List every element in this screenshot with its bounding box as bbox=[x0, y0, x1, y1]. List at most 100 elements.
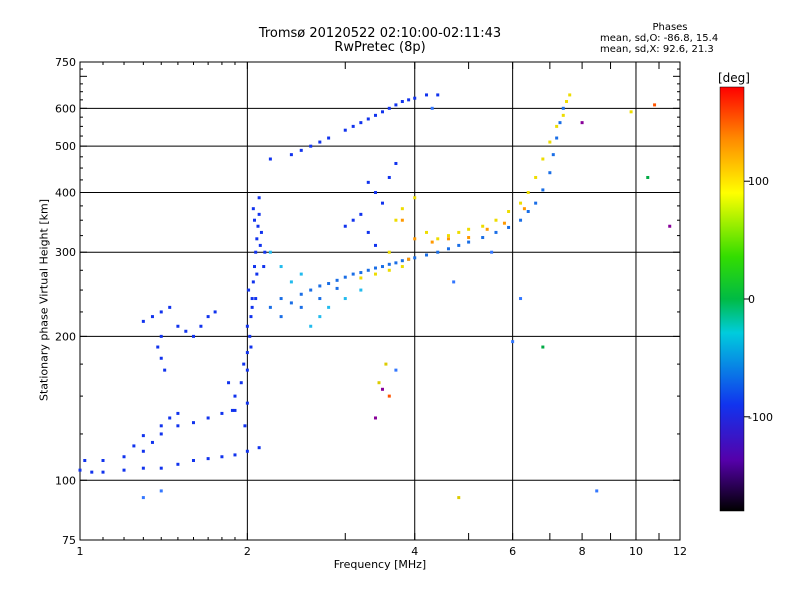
data-point bbox=[259, 230, 263, 234]
data-point bbox=[490, 250, 494, 254]
data-point bbox=[507, 225, 511, 229]
chart-subtitle: RwPretec (8p) bbox=[334, 40, 426, 55]
phase-stats: Phases mean, sd,O: -86.8, 15.4 mean, sd,… bbox=[600, 22, 740, 55]
data-point bbox=[366, 268, 370, 272]
data-point bbox=[534, 201, 538, 205]
colorbar-tick-label: 100 bbox=[748, 175, 769, 188]
data-point bbox=[343, 275, 347, 279]
data-point bbox=[262, 265, 266, 269]
data-point bbox=[359, 212, 363, 216]
data-point bbox=[247, 288, 251, 292]
data-point bbox=[541, 188, 545, 192]
data-point bbox=[220, 411, 224, 415]
data-point bbox=[83, 458, 87, 462]
x-tick-label: 8 bbox=[579, 545, 586, 558]
colorbar bbox=[719, 86, 745, 512]
data-point bbox=[309, 324, 313, 328]
data-point bbox=[268, 250, 272, 254]
data-point bbox=[176, 424, 180, 428]
data-point bbox=[249, 315, 253, 319]
data-point bbox=[430, 240, 434, 244]
data-point bbox=[366, 230, 370, 234]
chart-title: Tromsø 20120522 02:10:00-02:11:43 bbox=[258, 26, 502, 41]
data-point bbox=[526, 190, 530, 194]
data-point bbox=[629, 110, 633, 114]
data-points bbox=[78, 93, 672, 500]
x-tick-label: 4 bbox=[411, 545, 418, 558]
data-point bbox=[245, 401, 249, 405]
data-point bbox=[565, 100, 569, 104]
data-point bbox=[366, 180, 370, 184]
data-point bbox=[141, 449, 145, 453]
data-point bbox=[555, 124, 559, 128]
data-point bbox=[318, 315, 322, 319]
data-point bbox=[206, 315, 210, 319]
data-point bbox=[101, 458, 105, 462]
data-point bbox=[245, 324, 249, 328]
data-point bbox=[436, 250, 440, 254]
colorbar-label: [deg] bbox=[718, 71, 750, 85]
data-point bbox=[220, 455, 224, 459]
data-point bbox=[309, 288, 313, 292]
data-point bbox=[141, 496, 145, 500]
data-point bbox=[494, 230, 498, 234]
data-point bbox=[551, 153, 555, 157]
data-point bbox=[327, 136, 331, 140]
data-point bbox=[373, 272, 377, 276]
data-point bbox=[519, 218, 523, 222]
data-point bbox=[159, 310, 163, 314]
phase-stats-o: mean, sd,O: -86.8, 15.4 bbox=[600, 33, 719, 44]
data-point bbox=[184, 329, 188, 333]
data-point bbox=[335, 278, 339, 282]
y-tick-label: 400 bbox=[55, 186, 76, 199]
data-point bbox=[163, 368, 167, 372]
data-point bbox=[233, 394, 237, 398]
data-point bbox=[400, 265, 404, 269]
data-point bbox=[561, 113, 565, 117]
data-point bbox=[457, 496, 461, 500]
data-point bbox=[446, 247, 450, 251]
data-point bbox=[413, 256, 417, 260]
data-point bbox=[548, 171, 552, 175]
data-point bbox=[413, 96, 417, 100]
data-point bbox=[467, 227, 471, 231]
data-point bbox=[519, 201, 523, 205]
x-tick-label: 1 bbox=[77, 545, 84, 558]
data-point bbox=[242, 362, 246, 366]
data-point bbox=[279, 297, 283, 301]
data-point bbox=[400, 100, 404, 104]
data-point bbox=[230, 408, 234, 412]
data-point bbox=[253, 218, 257, 222]
data-point bbox=[541, 157, 545, 161]
data-point bbox=[227, 381, 231, 385]
data-point bbox=[191, 334, 195, 338]
data-point bbox=[373, 113, 377, 117]
data-point bbox=[327, 282, 331, 286]
data-point bbox=[359, 271, 363, 275]
data-point bbox=[359, 288, 363, 292]
data-point bbox=[351, 272, 355, 276]
data-point bbox=[511, 340, 515, 344]
data-point bbox=[394, 261, 398, 265]
data-point bbox=[394, 218, 398, 222]
data-point bbox=[522, 207, 526, 211]
data-point bbox=[191, 458, 195, 462]
data-point bbox=[176, 411, 180, 415]
data-point bbox=[351, 124, 355, 128]
data-point bbox=[526, 210, 530, 214]
y-tick-label: 500 bbox=[55, 140, 76, 153]
data-point bbox=[467, 236, 471, 240]
data-point bbox=[299, 272, 303, 276]
data-point bbox=[481, 236, 485, 240]
data-point bbox=[400, 218, 404, 222]
data-point bbox=[387, 394, 391, 398]
data-point bbox=[380, 201, 384, 205]
data-point bbox=[251, 280, 255, 284]
data-point bbox=[159, 334, 163, 338]
data-point bbox=[254, 250, 258, 254]
data-point bbox=[250, 297, 254, 301]
data-point bbox=[343, 128, 347, 132]
data-point bbox=[335, 286, 339, 290]
